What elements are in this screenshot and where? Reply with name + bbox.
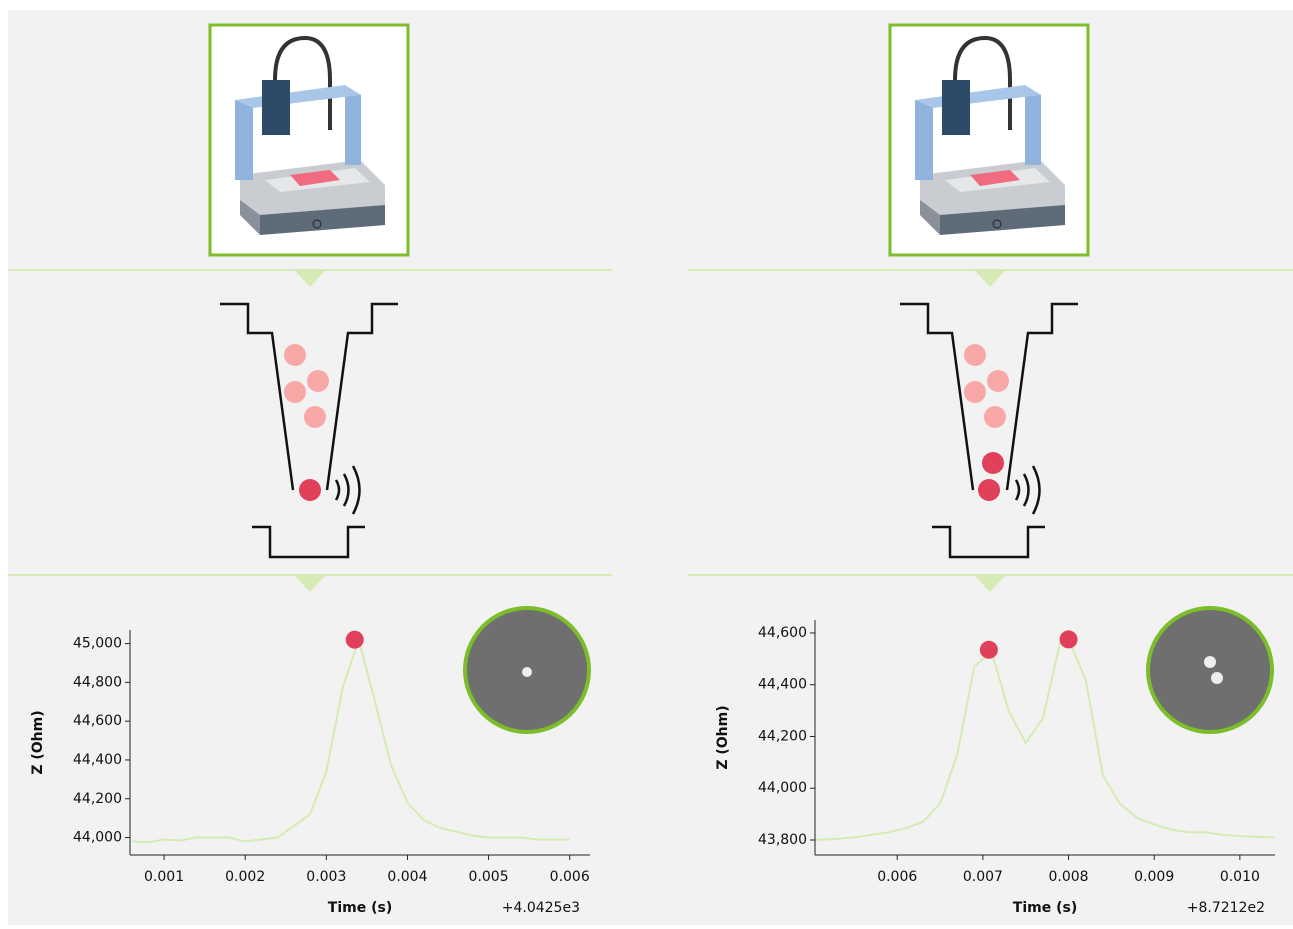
y-tick-label: 44,400 xyxy=(73,752,122,768)
x-axis-label: Time (s) xyxy=(328,900,392,916)
y-axis-label: Z (Ohm) xyxy=(715,705,731,769)
x-tick-label: 0.002 xyxy=(225,869,265,885)
peak-marker xyxy=(346,631,364,649)
x-tick-label: 0.010 xyxy=(1220,869,1260,885)
y-tick-label: 44,200 xyxy=(73,791,122,807)
x-tick-label: 0.004 xyxy=(387,869,427,885)
y-tick-label: 43,800 xyxy=(758,832,807,848)
x-tick-label: 0.009 xyxy=(1134,869,1174,885)
printer-image xyxy=(210,25,408,255)
x-tick-label: 0.001 xyxy=(144,869,184,885)
offset-text: +4.0425e3 xyxy=(502,900,580,916)
figure: 44,000 44,200 44,400 44,600 44,800 45,000 0.00… xyxy=(0,0,1293,925)
y-tick-label: 44,000 xyxy=(73,830,122,846)
x-tick-label: 0.008 xyxy=(1049,869,1089,885)
y-tick-label: 44,200 xyxy=(758,728,807,744)
offset-text: +8.7212e2 xyxy=(1187,900,1265,916)
x-tick-label: 0.005 xyxy=(469,869,509,885)
y-tick-label: 44,600 xyxy=(73,713,122,729)
printer-image xyxy=(890,25,1088,255)
y-tick-label: 45,000 xyxy=(73,636,122,652)
x-tick-label: 0.003 xyxy=(306,869,346,885)
x-tick-label: 0.006 xyxy=(550,869,590,885)
x-axis-label: Time (s) xyxy=(1013,900,1077,916)
peak-marker xyxy=(1060,630,1078,648)
peak-marker xyxy=(980,641,998,659)
background xyxy=(8,10,1293,925)
y-tick-label: 44,800 xyxy=(73,674,122,690)
y-tick-label: 44,600 xyxy=(758,625,807,641)
y-tick-label: 44,400 xyxy=(758,677,807,693)
y-axis-label: Z (Ohm) xyxy=(30,710,46,774)
y-tick-label: 44,000 xyxy=(758,780,807,796)
x-tick-label: 0.006 xyxy=(877,869,917,885)
x-tick-label: 0.007 xyxy=(963,869,1003,885)
